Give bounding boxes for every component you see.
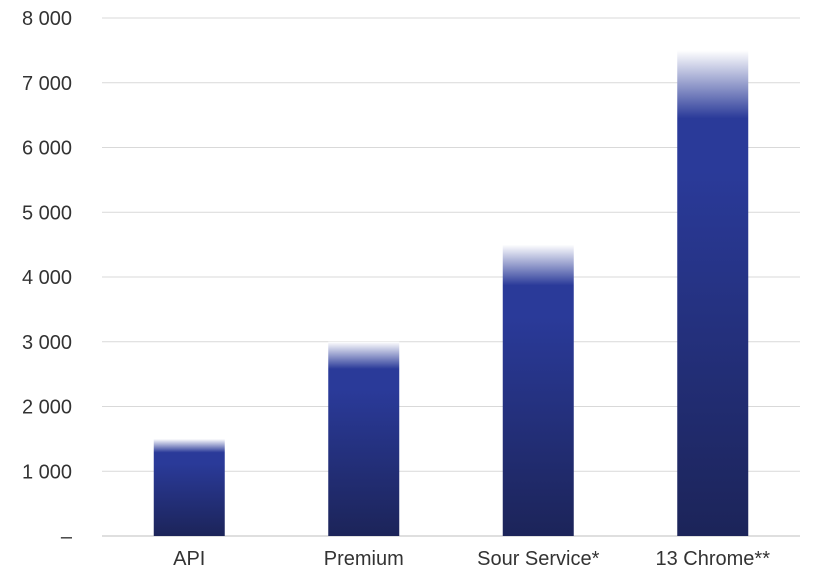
y-tick-label: 4 000	[22, 267, 72, 289]
y-axis-tick-labels: – 1 000 2 000 3 000 4 000 5 000 6 000 7 000 8 00…	[22, 8, 73, 548]
x-axis-tick-labels: API Premium Sour Service* 13 Chrome**	[173, 548, 770, 570]
bars	[153, 50, 749, 536]
x-tick-label: 13 Chrome**	[655, 548, 770, 570]
y-tick-label: 1 000	[22, 461, 72, 483]
y-tick-label: 6 000	[22, 138, 72, 160]
bar-sour-service	[502, 244, 574, 536]
y-tick-label: 3 000	[22, 332, 72, 354]
y-tick-label: 2 000	[22, 397, 72, 419]
x-tick-label: Sour Service*	[477, 548, 599, 570]
y-tick-label: 8 000	[22, 8, 72, 30]
x-tick-label: Premium	[324, 548, 404, 570]
bar-premium	[328, 341, 400, 536]
y-tick-label: –	[61, 526, 73, 548]
x-tick-label: API	[173, 548, 205, 570]
y-tick-label: 5 000	[22, 202, 72, 224]
bar-api	[153, 438, 225, 536]
bar-13-chrome	[677, 50, 749, 536]
y-tick-label: 7 000	[22, 73, 72, 95]
